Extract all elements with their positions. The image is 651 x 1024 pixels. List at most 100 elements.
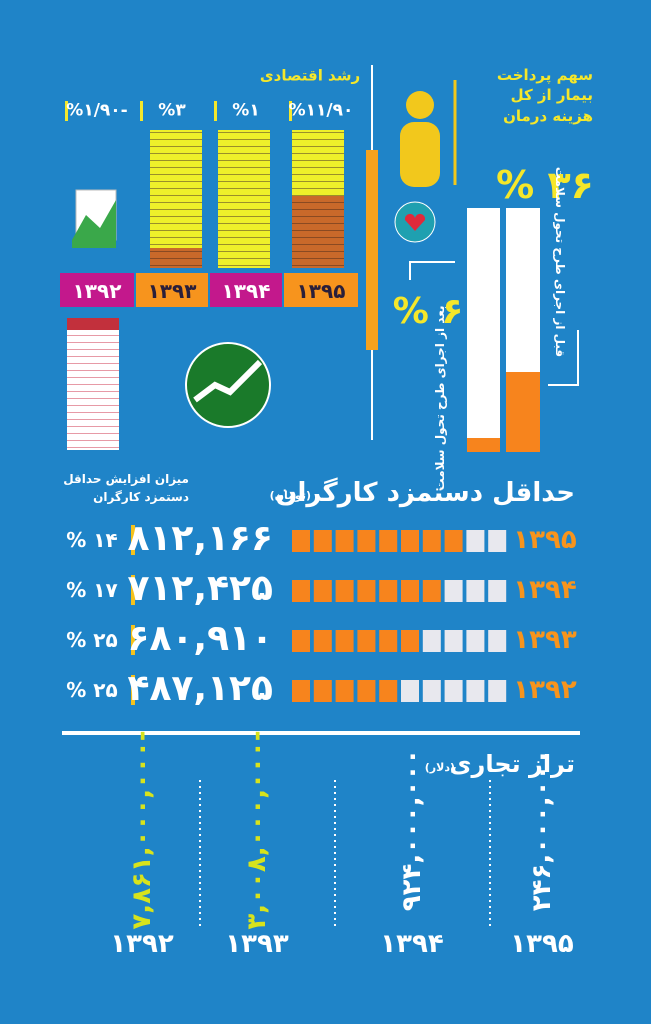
wage-title: حداقل دستمزد کارگران bbox=[275, 478, 575, 508]
year-box bbox=[284, 273, 358, 307]
growth-bar bbox=[292, 196, 344, 268]
pointer bbox=[409, 261, 455, 280]
wage-segment bbox=[379, 680, 398, 702]
trade-unit: (دلار) bbox=[424, 761, 455, 774]
value-marker bbox=[289, 101, 292, 121]
wage-segment bbox=[313, 530, 332, 552]
year-label: ۱۳۹۴ bbox=[221, 279, 271, 303]
trade-year: ۱۳۹۵ bbox=[510, 929, 574, 959]
growth-bar bbox=[150, 130, 202, 248]
wage-segment bbox=[444, 680, 463, 702]
wage-year: ۱۳۹۵ bbox=[513, 525, 577, 555]
year-label: ۱۳۹۲ bbox=[72, 279, 122, 303]
wage-segment bbox=[422, 680, 441, 702]
wage-segment bbox=[488, 530, 507, 552]
health-bar bbox=[506, 372, 540, 452]
wage-increase: ۱۷ % bbox=[66, 578, 118, 602]
wage-divider bbox=[131, 525, 135, 555]
person-icon bbox=[400, 122, 440, 187]
health-after-value: ۶ % bbox=[392, 291, 464, 332]
growth-icon bbox=[193, 359, 263, 403]
divider bbox=[366, 150, 378, 350]
wage-segment bbox=[379, 530, 398, 552]
growth-bar bbox=[292, 130, 344, 196]
growth-value: %۱ bbox=[232, 100, 260, 121]
wage-increase-label: میزان افزایش حداقل دستمزد کارگران bbox=[63, 472, 189, 504]
wage-segment bbox=[379, 580, 398, 602]
wage-segment bbox=[466, 530, 485, 552]
wage-segment bbox=[444, 530, 463, 552]
wage-segment bbox=[444, 580, 463, 602]
trade-title: تراز تجاری bbox=[449, 750, 575, 778]
growth-icon bbox=[185, 342, 271, 428]
trade-year: ۱۳۹۲ bbox=[110, 929, 174, 959]
growth-bar bbox=[218, 130, 270, 268]
growth-bar bbox=[67, 318, 119, 450]
wage-divider bbox=[131, 575, 135, 605]
wage-segment bbox=[357, 530, 376, 552]
wage-increase: ۲۵ % bbox=[66, 628, 118, 652]
wage-segment bbox=[422, 530, 441, 552]
year-label: ۱۳۹۳ bbox=[147, 279, 197, 303]
wage-amount: ۷۱۲,۴۲۵ bbox=[127, 568, 273, 609]
wage-segment bbox=[292, 680, 310, 702]
wage-segment bbox=[379, 630, 398, 652]
wage-year: ۱۳۹۴ bbox=[513, 575, 577, 605]
wage-amount: ۸۱۲,۱۶۶ bbox=[127, 518, 273, 559]
chart-icon bbox=[72, 200, 116, 248]
trade-value: ۲۴۶,۰۰۰,۰۰۰ bbox=[527, 748, 557, 912]
wage-segment bbox=[357, 580, 376, 602]
value-marker bbox=[140, 101, 143, 121]
growth-bar bbox=[150, 248, 202, 268]
health-title: سهم پرداخت بیمار از کل هزینه درمان bbox=[496, 66, 593, 125]
wage-divider bbox=[131, 675, 135, 705]
trade-value: -۷,۸۶۱,۰۰۰,۰۰۰ bbox=[127, 730, 157, 930]
wage-amount: ۶۸۰,۹۱۰ bbox=[127, 618, 273, 659]
wage-segment bbox=[422, 630, 441, 652]
growth-value: %۱۱/۹۰ bbox=[288, 100, 354, 121]
trade-year: ۱۳۹۳ bbox=[225, 929, 289, 959]
wage-segment bbox=[422, 580, 441, 602]
year-box bbox=[210, 273, 282, 307]
growth-value: -%۱/۹۰ bbox=[66, 100, 128, 121]
wage-segment bbox=[335, 580, 354, 602]
wage-segment bbox=[488, 630, 507, 652]
value-marker bbox=[214, 101, 217, 121]
wage-segment bbox=[335, 680, 354, 702]
wage-segment bbox=[401, 530, 419, 552]
wage-segment bbox=[466, 630, 485, 652]
year-box bbox=[60, 273, 134, 307]
wage-segment bbox=[335, 530, 354, 552]
pointer bbox=[548, 330, 579, 386]
growth-value: %۳ bbox=[158, 100, 186, 121]
growth-bar bbox=[67, 318, 119, 330]
health-bar bbox=[467, 438, 500, 452]
year-label: ۱۳۹۵ bbox=[296, 279, 346, 303]
wage-segment bbox=[466, 680, 485, 702]
wage-segment bbox=[357, 630, 376, 652]
wage-amount: ۴۸۷,۱۲۵ bbox=[127, 668, 273, 709]
trade-value: -۳,۰۰۸,۰۰۰,۰۰۰ bbox=[242, 730, 272, 930]
wage-segment bbox=[401, 680, 419, 702]
growth-title: رشد اقتصادی bbox=[259, 66, 361, 85]
wage-divider bbox=[131, 625, 135, 655]
health-before-label: قبل از اجرای طرح تحول سلامت bbox=[553, 166, 567, 358]
wage-segment bbox=[488, 580, 507, 602]
wage-segment bbox=[292, 580, 310, 602]
wage-segment bbox=[292, 530, 310, 552]
value-marker bbox=[65, 101, 68, 121]
wage-increase: ۱۴ % bbox=[66, 528, 118, 552]
trade-year: ۱۳۹۴ bbox=[380, 929, 444, 959]
wage-segment bbox=[335, 630, 354, 652]
wage-year: ۱۳۹۲ bbox=[513, 675, 577, 705]
wage-segment bbox=[357, 680, 376, 702]
wage-increase: ۲۵ % bbox=[66, 678, 118, 702]
health-after-label: بعد از اجرای طرح تحول سلامت bbox=[433, 305, 447, 491]
wage-segment bbox=[401, 630, 419, 652]
health-before-value: ۳۶ % bbox=[496, 163, 594, 207]
wage-segment bbox=[466, 580, 485, 602]
trade-dividers bbox=[199, 780, 491, 930]
wage-segment bbox=[313, 680, 332, 702]
